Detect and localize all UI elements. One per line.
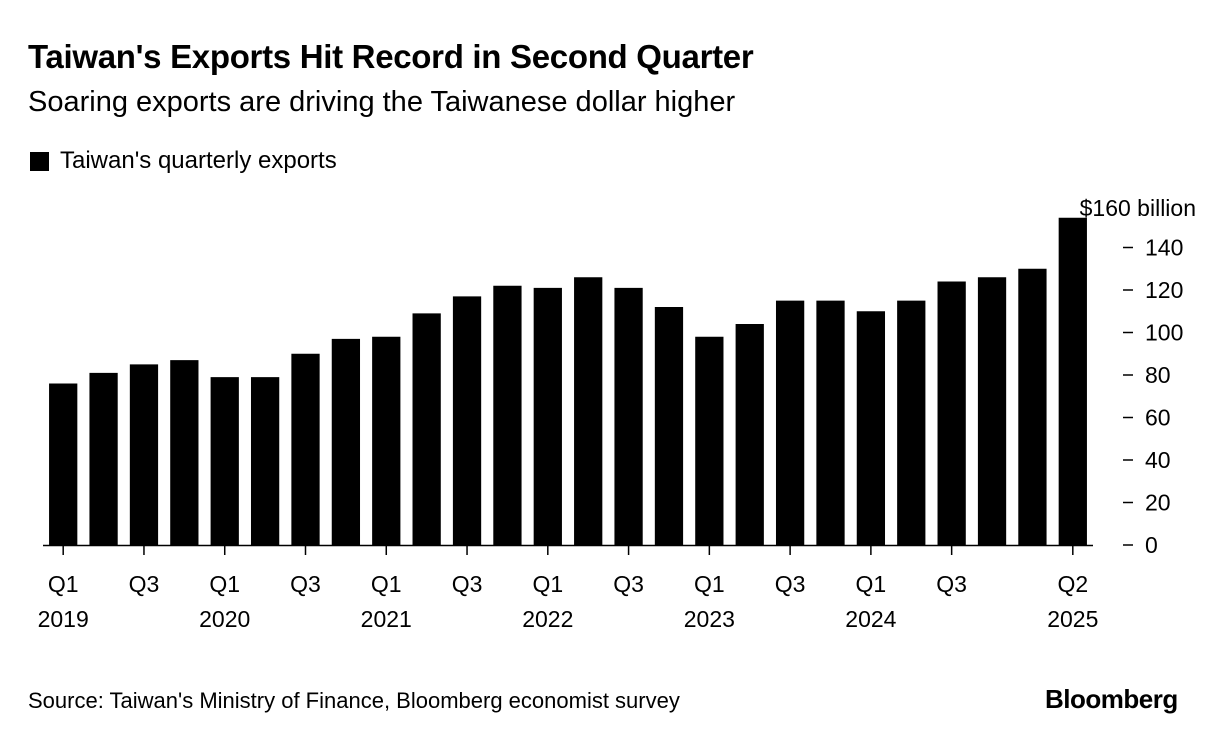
x-tick-label-quarter: Q2 [1057, 571, 1088, 597]
bar [250, 377, 280, 546]
x-tick-label-year: 2020 [199, 606, 250, 632]
y-tick-label: 60 [1145, 405, 1171, 431]
bar [897, 300, 926, 546]
bar [1058, 217, 1087, 545]
bar [372, 336, 401, 545]
bar [452, 296, 482, 546]
x-tick-label-quarter: Q3 [290, 571, 321, 597]
bar [89, 372, 118, 546]
legend-label: Taiwan's quarterly exports [60, 147, 337, 174]
bar [695, 336, 724, 545]
y-top-label: $160 billion [1080, 195, 1196, 221]
legend-swatch [30, 151, 49, 171]
y-tick-label: 0 [1145, 532, 1158, 558]
bar [574, 277, 603, 545]
bar [937, 281, 966, 545]
y-tick-label: 140 [1145, 235, 1183, 261]
x-tick-label-quarter: Q3 [613, 571, 644, 597]
x-tick-label-quarter: Q1 [371, 571, 402, 597]
bar [1018, 268, 1047, 545]
bar [654, 307, 684, 545]
x-tick-label-quarter: Q3 [936, 571, 967, 597]
x-tick-label-quarter: Q1 [694, 571, 725, 597]
bar [816, 300, 845, 546]
bar [412, 313, 441, 546]
x-tick-label-quarter: Q1 [532, 571, 563, 597]
bar [129, 364, 159, 546]
bloomberg-logo: Bloomberg [1045, 684, 1178, 714]
chart-title: Taiwan's Exports Hit Record in Second Qu… [28, 38, 754, 75]
bar [210, 377, 239, 546]
x-tick-label-quarter: Q1 [48, 571, 79, 597]
x-tick-label-year: 2025 [1047, 606, 1098, 632]
x-tick-label-quarter: Q3 [452, 571, 483, 597]
chart-subtitle: Soaring exports are driving the Taiwanes… [28, 86, 736, 118]
x-tick-label-quarter: Q1 [856, 571, 887, 597]
x-tick-label-year: 2022 [522, 606, 573, 632]
y-tick-label: 20 [1145, 490, 1171, 516]
legend: Taiwan's quarterly exports [30, 147, 337, 175]
x-tick-label-quarter: Q1 [209, 571, 240, 597]
source-note: Source: Taiwan's Ministry of Finance, Bl… [28, 688, 680, 713]
y-tick-label: 80 [1145, 362, 1171, 388]
x-tick-label-quarter: Q3 [129, 571, 160, 597]
bar [735, 324, 764, 545]
y-tick-label: 40 [1145, 447, 1171, 473]
x-tick-label-year: 2024 [845, 606, 896, 632]
x-tick-label-year: 2019 [38, 606, 89, 632]
x-tick-label-year: 2023 [684, 606, 735, 632]
y-tick-label: 100 [1145, 320, 1183, 346]
bar [170, 360, 199, 546]
bar [493, 285, 522, 545]
bar [856, 311, 886, 545]
x-tick-label-year: 2021 [361, 606, 412, 632]
bar [331, 338, 361, 546]
bar [775, 300, 805, 546]
bar [49, 383, 78, 545]
bar [614, 287, 643, 546]
y-tick-label: 120 [1145, 277, 1183, 303]
bar [291, 353, 320, 545]
bar [977, 277, 1007, 545]
x-tick-label-quarter: Q3 [775, 571, 806, 597]
bar [533, 287, 562, 546]
